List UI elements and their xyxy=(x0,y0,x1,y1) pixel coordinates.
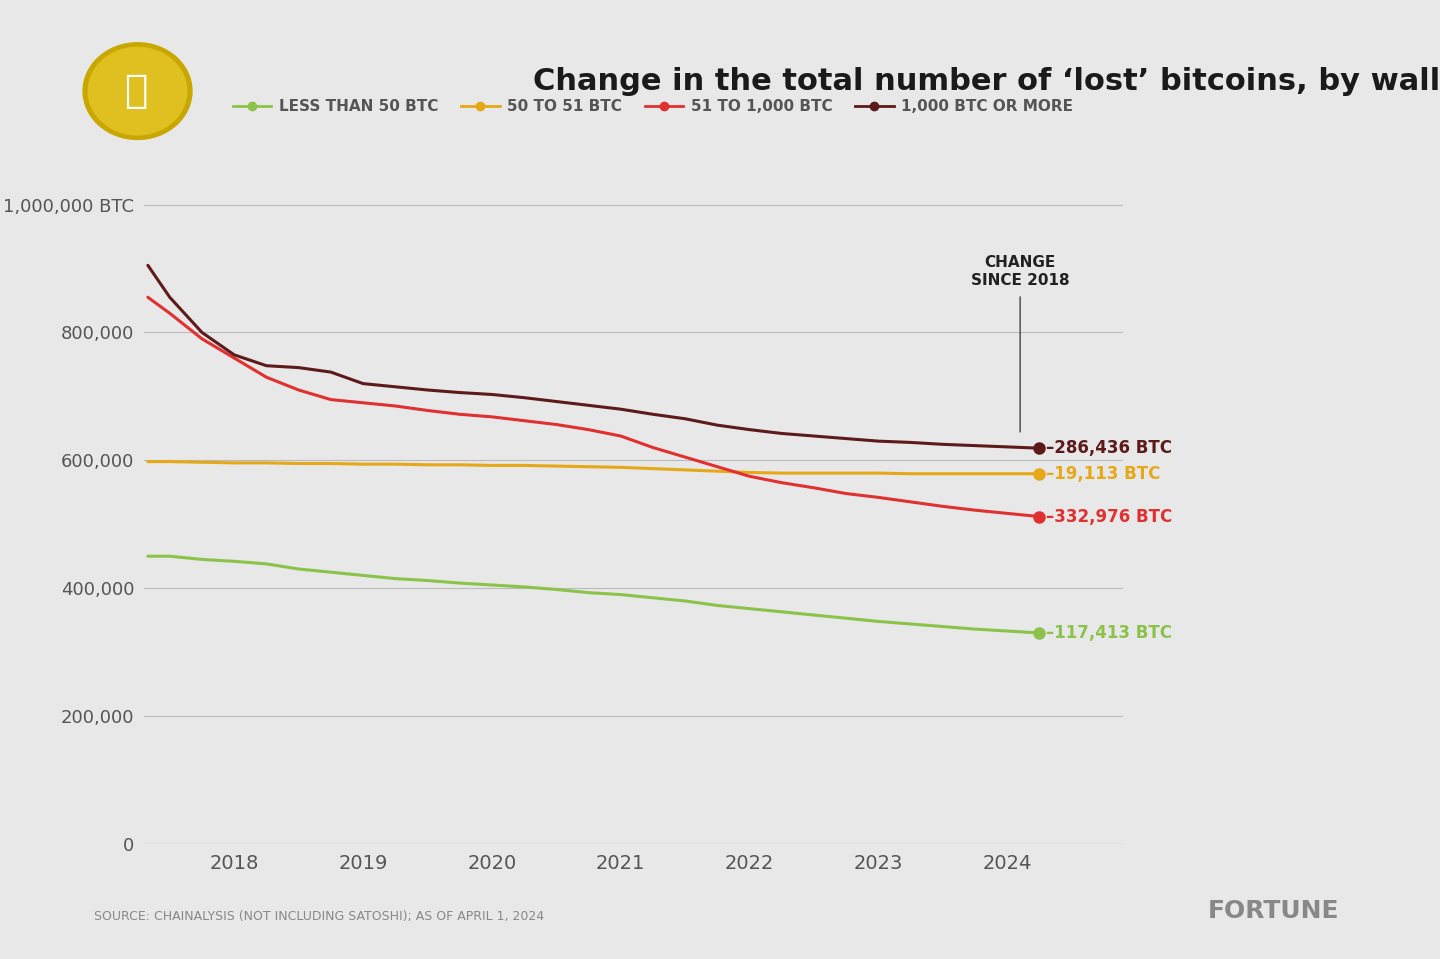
Text: FORTUNE: FORTUNE xyxy=(1208,899,1339,923)
Text: –332,976 BTC: –332,976 BTC xyxy=(1045,507,1172,526)
Legend: LESS THAN 50 BTC, 50 TO 51 BTC, 51 TO 1,000 BTC, 1,000 BTC OR MORE: LESS THAN 50 BTC, 50 TO 51 BTC, 51 TO 1,… xyxy=(228,93,1079,120)
Text: Change in the total number of ‘lost’ bitcoins, by wallet size: Change in the total number of ‘lost’ bit… xyxy=(533,67,1440,96)
Text: –117,413 BTC: –117,413 BTC xyxy=(1045,624,1172,642)
Circle shape xyxy=(84,43,192,139)
Text: ₿: ₿ xyxy=(124,72,148,110)
Text: –286,436 BTC: –286,436 BTC xyxy=(1045,439,1172,457)
Text: –19,113 BTC: –19,113 BTC xyxy=(1045,465,1161,482)
Circle shape xyxy=(88,47,187,135)
Text: SOURCE: CHAINALYSIS (NOT INCLUDING SATOSHI); AS OF APRIL 1, 2024: SOURCE: CHAINALYSIS (NOT INCLUDING SATOS… xyxy=(94,909,544,923)
Text: CHANGE
SINCE 2018: CHANGE SINCE 2018 xyxy=(971,255,1070,288)
